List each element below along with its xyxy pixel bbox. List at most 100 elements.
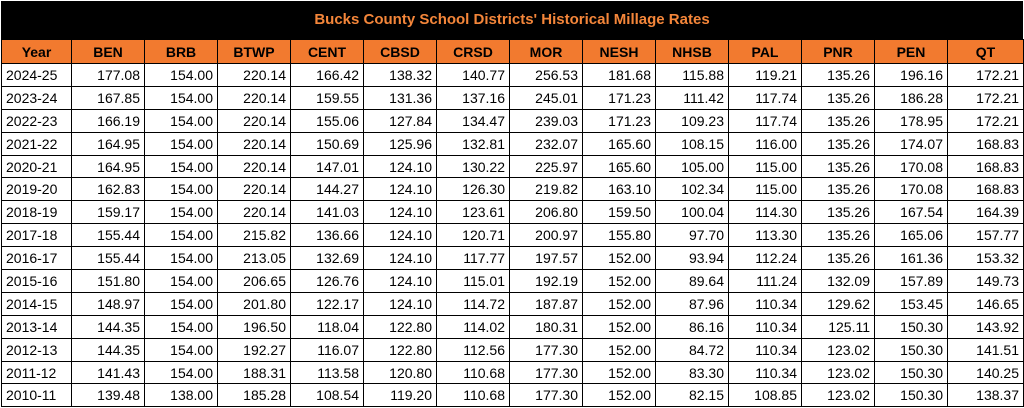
- table-row: 2012-13 144.35 154.00 192.27 116.07 122.80 112…: [1, 337, 1024, 362]
- rate-cell-pnr: 135.26: [801, 131, 875, 156]
- rate-cell-pnr: 132.09: [801, 269, 875, 293]
- rate-cell-cbsd: 120.80: [363, 360, 437, 385]
- rate-cell-pal: 110.34: [728, 337, 802, 362]
- rate-cell-nesh: 159.50: [582, 200, 656, 225]
- rate-cell-pen: 150.30: [874, 314, 948, 339]
- rate-cell-cbsd: 127.84: [363, 108, 437, 133]
- table-row: 2011-12 141.43 154.00 188.31 113.58 120.80 110…: [1, 360, 1024, 385]
- rate-cell-qt: 146.65: [947, 291, 1024, 316]
- rate-cell-nhsb: 87.96: [655, 291, 729, 316]
- rate-cell-cent: 166.42: [290, 63, 364, 87]
- rate-cell-pnr: 135.26: [801, 246, 875, 271]
- rate-cell-pen: 196.16: [874, 63, 948, 87]
- rate-cell-qt: 138.37: [947, 383, 1024, 408]
- rate-cell-mor: 187.87: [509, 291, 583, 316]
- rate-cell-mor: 245.01: [509, 85, 583, 110]
- rate-cell-pnr: 135.26: [801, 200, 875, 225]
- rate-cell-ben: 167.85: [71, 85, 145, 110]
- rate-cell-crsd: 110.68: [436, 360, 510, 385]
- rate-cell-pal: 110.34: [728, 314, 802, 339]
- rate-cell-nesh: 171.23: [582, 85, 656, 110]
- rate-cell-ben: 144.35: [71, 314, 145, 339]
- rate-cell-nhsb: 89.64: [655, 269, 729, 293]
- rate-cell-pal: 117.74: [728, 85, 802, 110]
- millage-table: Year BEN BRB BTWP CENT CBSD CRSD MOR NESH NHSB PAL…: [1, 39, 1024, 408]
- rate-cell-nesh: 152.00: [582, 337, 656, 362]
- rate-cell-nesh: 152.00: [582, 360, 656, 385]
- rate-cell-ben: 155.44: [71, 246, 145, 271]
- rate-cell-pen: 165.06: [874, 223, 948, 248]
- rate-cell-ben: 162.83: [71, 177, 145, 202]
- rate-cell-cent: 150.69: [290, 131, 364, 156]
- rate-cell-cbsd: 138.32: [363, 63, 437, 87]
- year-cell: 2018-19: [1, 200, 72, 225]
- rate-cell-crsd: 132.81: [436, 131, 510, 156]
- rate-cell-cent: 122.17: [290, 291, 364, 316]
- year-cell: 2019-20: [1, 177, 72, 202]
- rate-cell-qt: 164.39: [947, 200, 1024, 225]
- rate-cell-pal: 113.30: [728, 223, 802, 248]
- rate-cell-pen: 178.95: [874, 108, 948, 133]
- rate-cell-pnr: 135.26: [801, 177, 875, 202]
- rate-cell-pnr: 125.11: [801, 314, 875, 339]
- year-cell: 2013-14: [1, 314, 72, 339]
- rate-cell-pal: 115.00: [728, 177, 802, 202]
- rate-cell-crsd: 134.47: [436, 108, 510, 133]
- rate-cell-ben: 148.97: [71, 291, 145, 316]
- rate-cell-nhsb: 93.94: [655, 246, 729, 271]
- table-row: 2013-14 144.35 154.00 196.50 118.04 122.80 114…: [1, 314, 1024, 339]
- rate-cell-ben: 141.43: [71, 360, 145, 385]
- column-header-crsd: CRSD: [436, 39, 510, 64]
- rate-cell-cent: 132.69: [290, 246, 364, 271]
- rate-cell-nhsb: 109.23: [655, 108, 729, 133]
- rate-cell-nhsb: 102.34: [655, 177, 729, 202]
- rate-cell-cent: 141.03: [290, 200, 364, 225]
- year-cell: 2012-13: [1, 337, 72, 362]
- rate-cell-nesh: 181.68: [582, 63, 656, 87]
- rate-cell-nhsb: 86.16: [655, 314, 729, 339]
- rate-cell-cbsd: 124.10: [363, 246, 437, 271]
- rate-cell-mor: 225.97: [509, 154, 583, 179]
- rate-cell-crsd: 115.01: [436, 269, 510, 293]
- rate-cell-nhsb: 111.42: [655, 85, 729, 110]
- rate-cell-cent: 116.07: [290, 337, 364, 362]
- table-row: 2022-23 166.19 154.00 220.14 155.06 127.84 134…: [1, 108, 1024, 133]
- rate-cell-cbsd: 122.80: [363, 314, 437, 339]
- rate-cell-crsd: 130.22: [436, 154, 510, 179]
- rate-cell-cent: 118.04: [290, 314, 364, 339]
- rate-cell-btwp: 196.50: [217, 314, 291, 339]
- rate-cell-cent: 108.54: [290, 383, 364, 408]
- rate-cell-cbsd: 124.10: [363, 177, 437, 202]
- rate-cell-cbsd: 122.80: [363, 337, 437, 362]
- rate-cell-qt: 168.83: [947, 131, 1024, 156]
- year-cell: 2014-15: [1, 291, 72, 316]
- rate-cell-crsd: 123.61: [436, 200, 510, 225]
- rate-cell-brb: 154.00: [144, 269, 218, 293]
- column-header-pnr: PNR: [801, 39, 875, 64]
- rate-cell-nhsb: 108.15: [655, 131, 729, 156]
- rate-cell-pal: 110.34: [728, 291, 802, 316]
- rate-cell-brb: 154.00: [144, 337, 218, 362]
- rate-cell-brb: 154.00: [144, 246, 218, 271]
- rate-cell-brb: 154.00: [144, 360, 218, 385]
- rate-cell-pen: 186.28: [874, 85, 948, 110]
- rate-cell-pen: 150.30: [874, 337, 948, 362]
- rate-cell-cbsd: 119.20: [363, 383, 437, 408]
- rate-cell-brb: 154.00: [144, 108, 218, 133]
- rate-cell-btwp: 220.14: [217, 200, 291, 225]
- rate-cell-crsd: 114.72: [436, 291, 510, 316]
- column-header-cent: CENT: [290, 39, 364, 64]
- rate-cell-pal: 112.24: [728, 246, 802, 271]
- column-header-mor: MOR: [509, 39, 583, 64]
- rate-cell-mor: 180.31: [509, 314, 583, 339]
- year-cell: 2024-25: [1, 63, 72, 87]
- rate-cell-cent: 147.01: [290, 154, 364, 179]
- table-row: 2023-24 167.85 154.00 220.14 159.55 131.36 137…: [1, 85, 1024, 110]
- rate-cell-pen: 170.08: [874, 154, 948, 179]
- rate-cell-nhsb: 100.04: [655, 200, 729, 225]
- year-cell: 2016-17: [1, 246, 72, 271]
- rate-cell-btwp: 201.80: [217, 291, 291, 316]
- rate-cell-cbsd: 124.10: [363, 269, 437, 293]
- table-row: 2016-17 155.44 154.00 213.05 132.69 124.10 117…: [1, 246, 1024, 271]
- rate-cell-mor: 192.19: [509, 269, 583, 293]
